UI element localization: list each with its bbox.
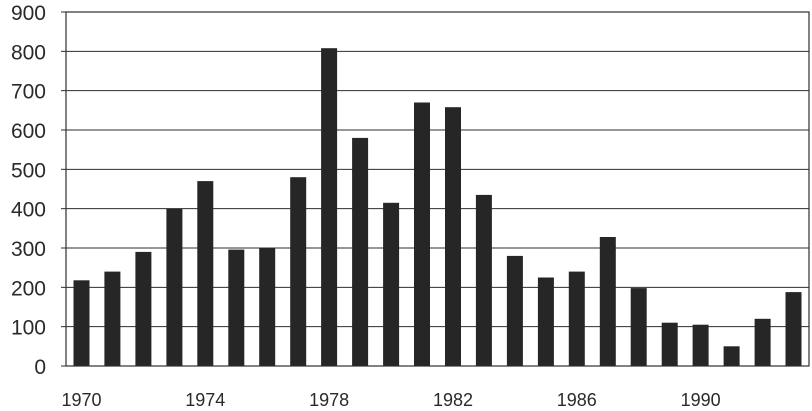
bar-1975 — [228, 249, 245, 366]
plot-frame — [65, 11, 810, 367]
y-tick-label: 0 — [34, 356, 46, 379]
bar-1985 — [537, 277, 554, 366]
bar-1976 — [259, 248, 276, 366]
bar-1972 — [135, 251, 152, 366]
x-tick-label: 1978 — [309, 390, 349, 410]
bar-1974 — [197, 181, 214, 366]
bar-1981 — [414, 102, 430, 366]
bar-1984 — [506, 255, 523, 366]
bar-1970 — [73, 280, 90, 366]
y-tick-label: 500 — [11, 159, 46, 182]
x-tick-label: 1974 — [185, 390, 225, 410]
bar-1989 — [661, 322, 678, 366]
x-tick-label: 1990 — [681, 390, 721, 410]
bar-1993 — [785, 292, 802, 366]
y-tick-label: 300 — [11, 238, 46, 261]
bar-1983 — [475, 194, 492, 366]
y-tick-label: 700 — [11, 81, 46, 104]
y-tick-label: 100 — [11, 317, 46, 340]
bar-1990 — [692, 324, 709, 366]
y-tick-label: 800 — [11, 41, 46, 64]
bar-1979 — [352, 137, 369, 366]
bars — [73, 48, 802, 366]
bar-1988 — [630, 288, 647, 366]
bar-1978 — [321, 48, 338, 366]
x-axis-ticks: 1970 1974 1978 1982 1986 1990 — [61, 390, 720, 410]
y-tick-label: 600 — [11, 120, 46, 143]
bar-1977 — [290, 177, 307, 366]
bar-1992 — [754, 318, 771, 366]
bar-1991 — [723, 346, 740, 366]
bar-1987 — [599, 237, 616, 366]
y-tick-label: 200 — [11, 277, 46, 300]
x-tick-label: 1986 — [557, 390, 597, 410]
bar-1973 — [166, 208, 183, 366]
bar-1971 — [104, 271, 121, 366]
x-tick-label: 1982 — [433, 390, 473, 410]
y-axis-ticks: 0 100 200 300 400 500 600 700 800 900 — [11, 2, 66, 379]
bar-1982 — [445, 107, 461, 366]
x-tick-label: 1970 — [61, 390, 101, 410]
bar-1986 — [568, 271, 585, 366]
bar-1980 — [383, 202, 400, 366]
y-tick-label: 400 — [11, 199, 46, 222]
grid-lines — [66, 50, 809, 328]
y-tick-label: 900 — [11, 2, 46, 25]
